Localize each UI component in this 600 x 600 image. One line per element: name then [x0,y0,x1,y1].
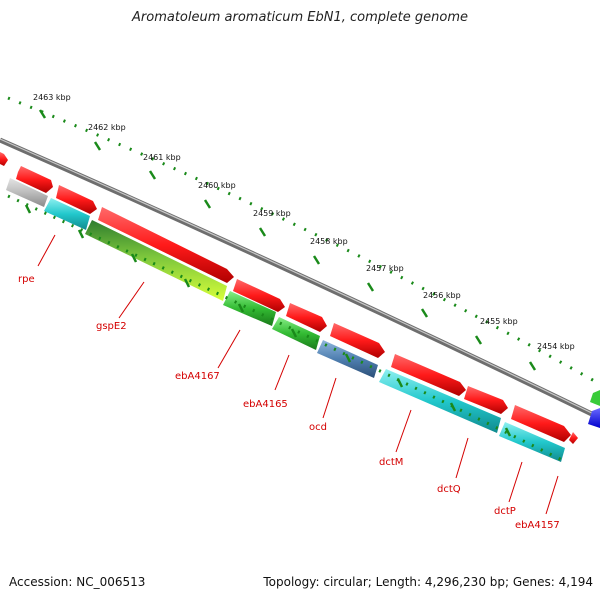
kbp-label: 2457 kbp [366,264,404,273]
kbp-label: 2459 kbp [253,209,291,218]
gene-forward-edge [590,390,600,406]
accession-text: Accession: NC_006513 [9,575,146,589]
forward-strand-genes [0,152,578,444]
gene-label: ebA4165 [243,399,288,410]
gene-label: ebA4167 [175,371,220,382]
inner-major-ticks [24,204,512,437]
gene-forward [511,405,571,442]
gene-rpe [6,178,48,207]
kbp-label: 2458 kbp [310,237,348,246]
gene-reverse [44,198,90,230]
kbp-label: 2456 kbp [423,291,461,300]
gene-reverse-edge [588,408,600,428]
gene-forward [233,279,285,312]
genome-backbone [0,137,600,421]
kbp-label: 2460 kbp [198,181,236,190]
kbp-label: 2461 kbp [143,153,181,162]
gene-label: rpe [18,274,35,285]
gene-label: dctP [494,506,516,517]
gene-ebA4167 [223,291,276,326]
gene-forward [330,323,385,358]
gene-label: ebA4157 [515,520,560,531]
gene-label: dctQ [437,484,461,495]
kbp-label: 2454 kbp [537,342,575,351]
kbp-major-ticks [38,109,537,371]
gene-label: dctM [379,457,403,468]
gene-dctP [499,422,565,462]
gene-label: gspE2 [96,321,127,332]
label-leader-lines [37,234,559,515]
kbp-label: 2455 kbp [480,317,518,326]
kbp-label: 2462 kbp [88,123,126,132]
gene-forward [0,152,8,166]
genome-summary-text: Topology: circular; Length: 4,296,230 bp… [263,575,593,589]
gene-forward [464,386,508,414]
gene-forward [569,432,578,444]
gene-label: ocd [309,422,327,433]
gene-forward [16,166,53,193]
gene-forward [56,185,97,214]
gene-ebA4165 [272,317,320,350]
genome-title: Aromatoleum aromaticum EbN1, complete ge… [132,10,468,25]
gene-forward [391,354,466,396]
gene-forward [286,303,327,332]
kbp-label: 2463 kbp [33,93,71,102]
gene-forward [98,207,234,283]
gene-dctM [379,369,501,433]
